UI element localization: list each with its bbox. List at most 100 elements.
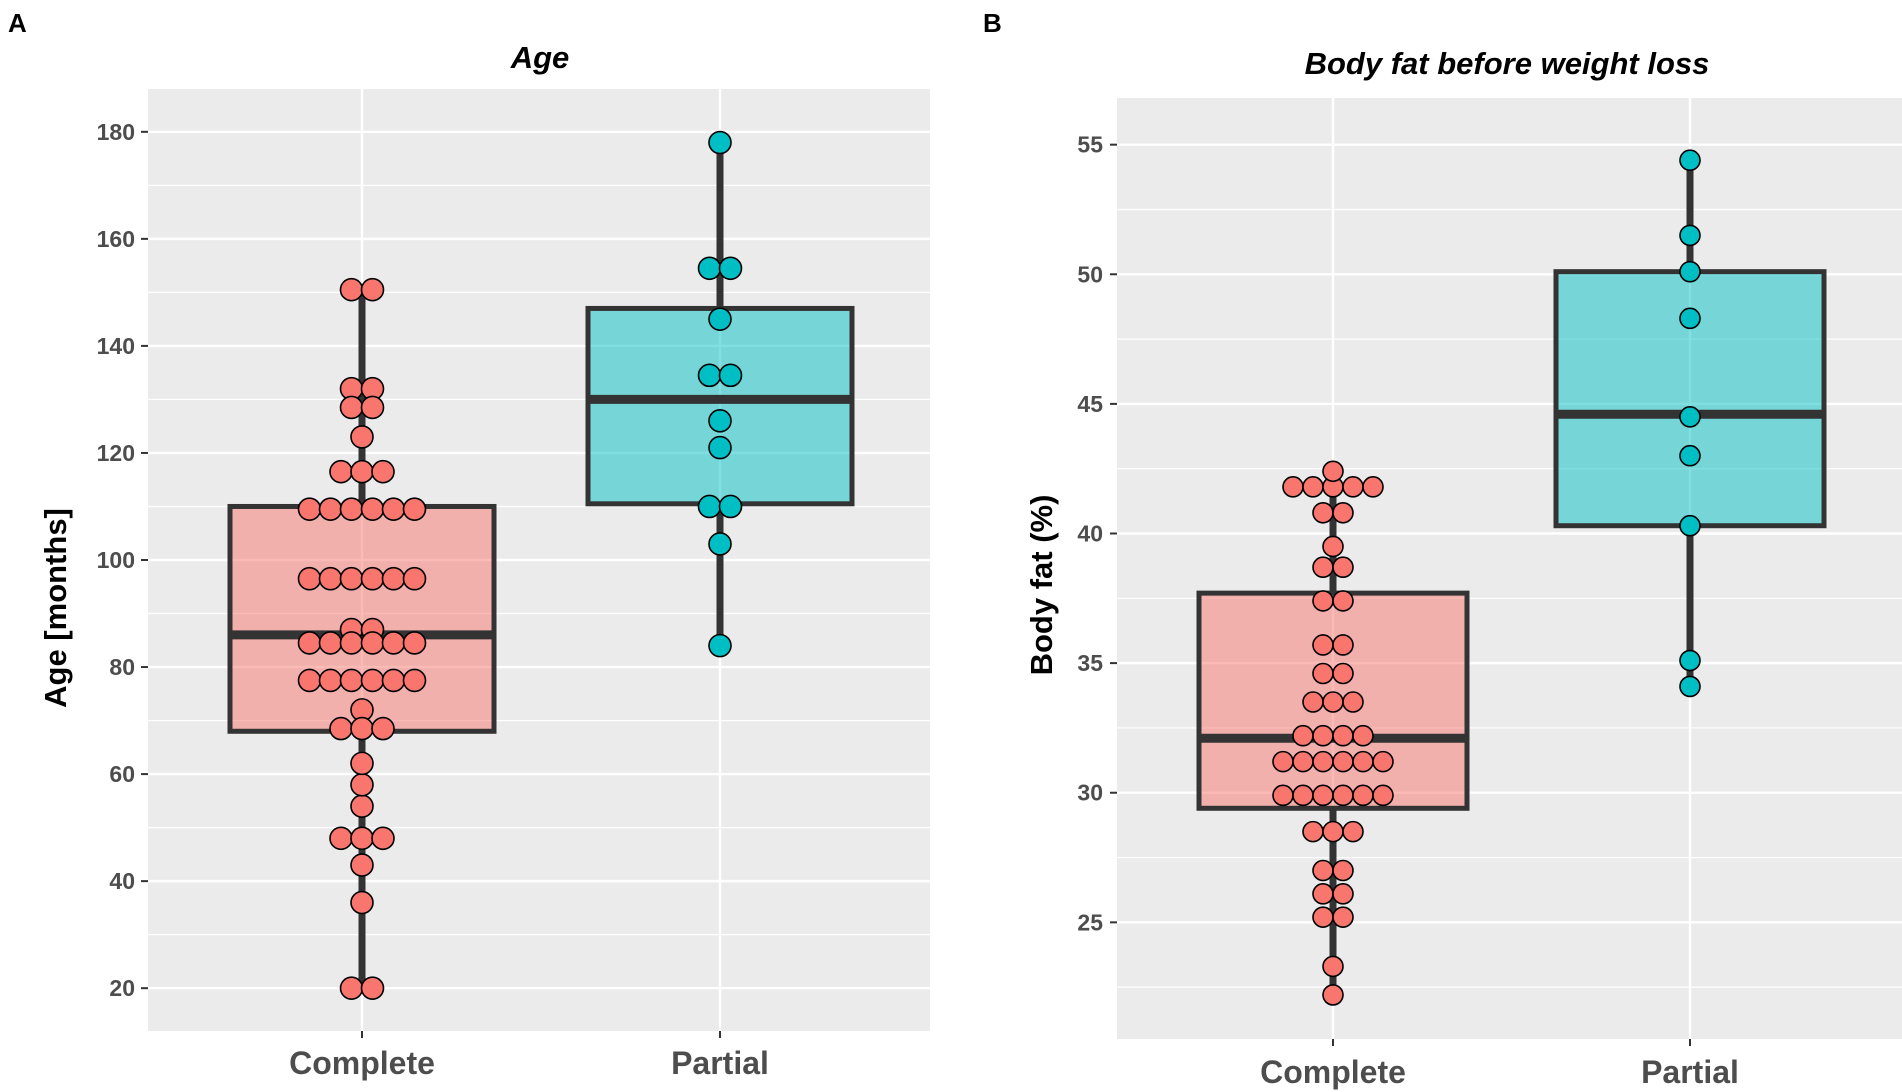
panel-b-y-tick-label: 55 [1077, 132, 1103, 158]
panel-a-y-tick-label: 60 [109, 761, 135, 787]
panel-a-point-complete [318, 631, 343, 655]
panel-b-point-complete [1372, 750, 1394, 773]
panel-a-y-tick-label: 80 [109, 654, 135, 680]
panel-b-point-complete [1362, 476, 1384, 498]
panel-b-y-ticks: 25 30 35 40 45 50 55 [1077, 132, 1117, 935]
panel-a-point-complete [381, 566, 406, 591]
panel-b-point-complete [1322, 535, 1344, 558]
panel-b-point-partial [1679, 444, 1701, 467]
panel-a-point-partial [708, 633, 732, 658]
panel-a-point-partial [708, 532, 732, 556]
panel-a-y-tick-label: 120 [97, 440, 135, 466]
panel-b-point-complete [1312, 750, 1334, 773]
panel-b-point-complete [1342, 691, 1364, 713]
panel-a-point-complete [318, 566, 343, 591]
panel-b-point-complete [1322, 820, 1344, 843]
panel-a-point-partial [697, 256, 722, 281]
panel-b-point-partial [1679, 260, 1701, 283]
panel-b-point-complete [1312, 859, 1334, 882]
panel-b-title: Body fat before weight loss [1305, 46, 1710, 81]
panel-a-title: Age [510, 40, 570, 75]
panel-b-y-tick-label: 45 [1077, 391, 1103, 417]
panel-a-point-complete [381, 631, 406, 655]
panel-a-point-complete [350, 751, 374, 776]
panel-a-y-ticks: 20 40 60 80 100 120 140 160 180 [97, 119, 148, 1001]
panel-a-point-complete [339, 631, 364, 655]
panel-a-point-complete [360, 668, 385, 693]
panel-a-point-complete [402, 566, 427, 591]
panel-b-point-complete [1292, 750, 1314, 773]
panel-b-point-complete [1322, 984, 1344, 1006]
panel-a-point-complete [402, 497, 427, 521]
panel-a-point-partial [697, 494, 722, 519]
panel-a-point-complete [339, 566, 364, 591]
panel-a-y-tick-label: 100 [97, 547, 135, 573]
panel-b-point-partial [1679, 149, 1701, 172]
panel-a-x-tick-label-partial: Partial [671, 1045, 769, 1081]
panel-b-point-complete [1372, 784, 1394, 807]
panel-a-point-complete [360, 976, 385, 1000]
panel-b: B Body fat before weight loss Body fat (… [983, 8, 1902, 1090]
panel-b-point-partial [1679, 307, 1701, 330]
panel-b-point-complete [1332, 784, 1354, 807]
panel-b-marks [1196, 149, 1827, 1006]
panel-a-point-complete [297, 566, 322, 591]
panel-a-point-complete [350, 425, 374, 449]
panel-a-point-complete [329, 716, 353, 741]
panel-b-point-complete [1322, 955, 1344, 978]
panel-a-point-complete [371, 459, 395, 484]
panel-b-y-tick-label: 50 [1077, 261, 1103, 287]
panel-b-point-complete [1292, 784, 1314, 807]
panel-a-point-complete [360, 277, 385, 302]
panel-b-point-complete [1332, 859, 1354, 882]
panel-a-marks [227, 130, 855, 1000]
panel-b-point-complete [1312, 662, 1334, 685]
panel-b-point-complete [1332, 556, 1354, 579]
panel-a-x-ticks: Complete Partial [289, 1031, 769, 1081]
panel-a-y-tick-label: 180 [97, 119, 135, 145]
panel-b-point-complete [1302, 476, 1324, 498]
panel-b-y-tick-label: 35 [1077, 650, 1103, 676]
panel-a-point-complete [297, 668, 322, 693]
panel-b-point-complete [1302, 820, 1324, 843]
panel-b-point-complete [1332, 590, 1354, 612]
panel-a-point-complete [339, 976, 364, 1000]
panel-a-x-tick-label-complete: Complete [289, 1045, 435, 1081]
panel-a-point-complete [360, 566, 385, 591]
panel-a-y-tick-label: 160 [97, 226, 135, 252]
panel-b-y-axis-label: Body fat (%) [1024, 495, 1059, 676]
panel-a-y-tick-label: 20 [109, 975, 135, 1001]
panel-b-point-complete [1332, 634, 1354, 656]
panel-b-point-complete [1332, 883, 1354, 905]
panel-a-point-complete [371, 716, 395, 741]
panel-a-point-complete [350, 772, 374, 797]
panel-a-point-complete [360, 497, 385, 521]
panel-a-point-complete [402, 631, 427, 655]
panel-a-point-complete [381, 668, 406, 693]
panel-b-point-complete [1352, 724, 1374, 747]
panel-a-point-partial [708, 130, 732, 155]
panel-b-point-complete [1272, 750, 1294, 773]
panel-a-point-complete [339, 497, 364, 521]
panel-a-point-complete [297, 631, 322, 655]
panel-a-point-complete [339, 395, 364, 420]
panel-b-point-complete [1312, 590, 1334, 612]
panel-b-point-complete [1322, 460, 1344, 483]
panel-a-point-partial [718, 256, 743, 281]
panel-b-label: B [983, 8, 1002, 38]
panel-a-point-complete [371, 826, 395, 851]
panel-a-point-complete [350, 459, 374, 484]
panel-b-point-complete [1332, 662, 1354, 685]
panel-b-point-complete [1312, 906, 1334, 928]
panel-b-point-complete [1272, 784, 1294, 807]
panel-a-point-partial [708, 435, 732, 460]
panel-b-x-tick-label-partial: Partial [1641, 1054, 1739, 1090]
panel-a-point-complete [350, 890, 374, 915]
panel-a-point-complete [381, 497, 406, 521]
panel-b-y-tick-label: 25 [1077, 909, 1103, 935]
panel-a-label: A [8, 8, 27, 38]
panel-a-point-complete [350, 716, 374, 741]
panel-a-point-partial [697, 363, 722, 388]
panel-a-point-complete [329, 459, 353, 484]
panel-a-point-partial [708, 409, 732, 433]
